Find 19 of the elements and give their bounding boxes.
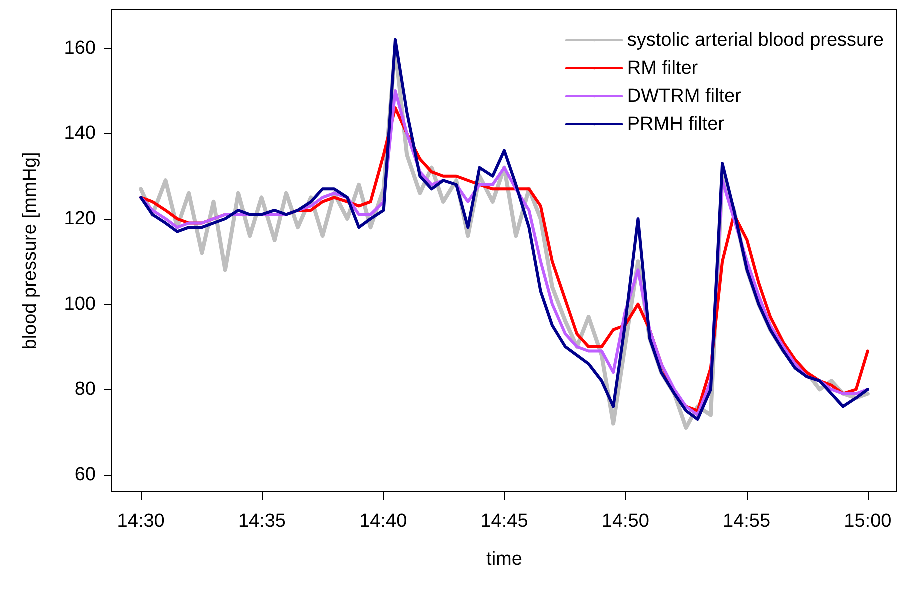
x-tick-label: 14:45 (480, 511, 528, 532)
y-tick-label: 140 (64, 123, 96, 144)
y-tick-label: 80 (74, 379, 96, 400)
y-tick-label: 160 (64, 38, 96, 59)
legend-label: RM filter (627, 58, 699, 79)
y-axis-title: blood pressure [mmHg] (20, 152, 41, 350)
y-tick-label: 100 (64, 294, 96, 315)
y-tick-label: 60 (74, 464, 96, 486)
legend-label: systolic arterial blood pressure (627, 30, 884, 51)
y-tick-label: 120 (64, 208, 96, 230)
legend-label: DWTRM filter (627, 86, 742, 107)
x-tick-label: 14:30 (117, 511, 165, 532)
x-tick-label: 14:50 (602, 511, 650, 532)
x-tick-label: 14:35 (238, 511, 286, 532)
x-tick-label: 15:00 (844, 511, 892, 532)
x-axis-title: time (486, 549, 522, 570)
x-tick-label: 14:55 (723, 511, 771, 532)
x-tick-label: 14:40 (360, 511, 408, 532)
legend-label: PRMH filter (627, 114, 726, 135)
